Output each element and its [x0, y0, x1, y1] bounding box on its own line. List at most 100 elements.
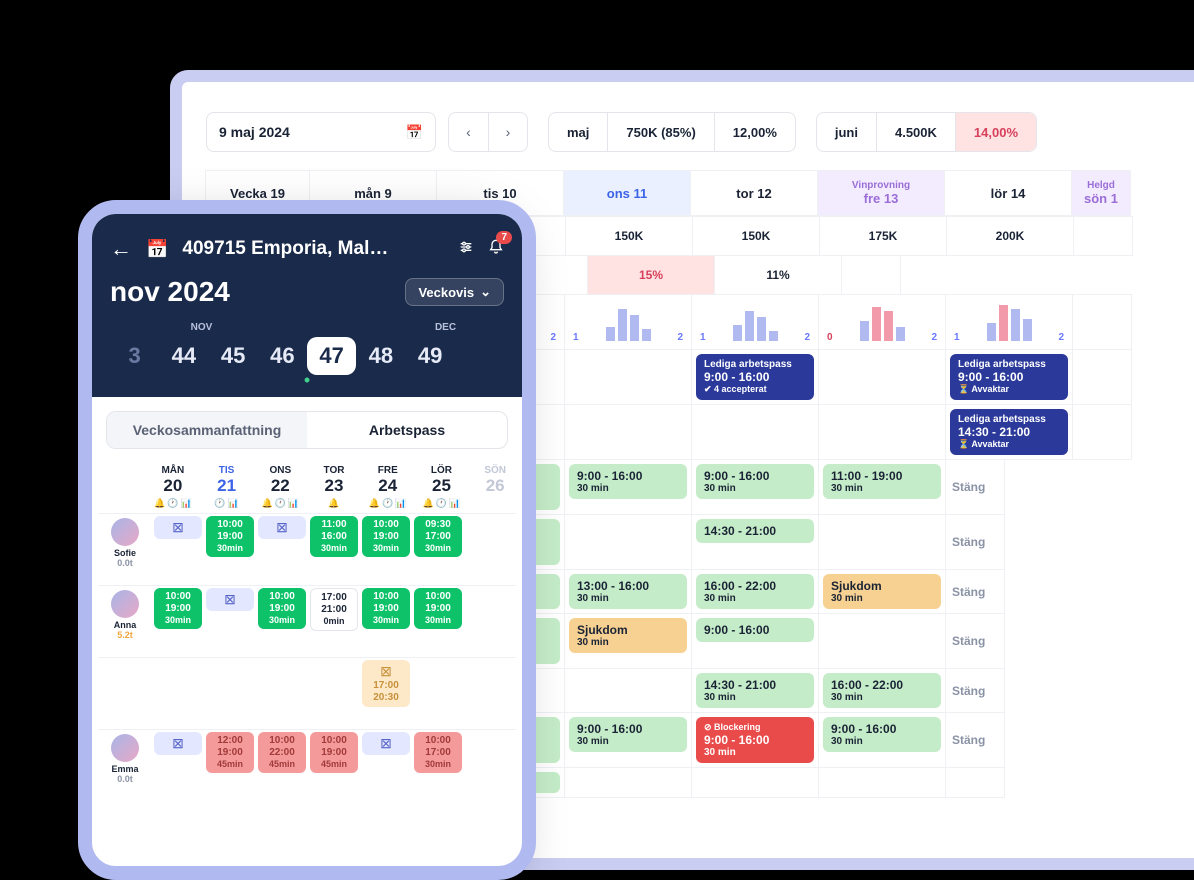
- day-cell[interactable]: [564, 668, 692, 713]
- day-cell[interactable]: 9:00 - 16:0030 min: [564, 459, 692, 515]
- phone-day-cell[interactable]: [464, 514, 516, 585]
- shift-card[interactable]: 13:00 - 16:0030 min: [569, 574, 687, 609]
- phone-day-cell[interactable]: 10:0019:0030min: [152, 586, 204, 657]
- day-cell[interactable]: Stäng: [945, 613, 1005, 669]
- notification-bell-icon[interactable]: 7: [488, 239, 504, 260]
- phone-day-cell[interactable]: ⊠: [360, 730, 412, 801]
- day-cell[interactable]: [818, 349, 946, 405]
- day-cell[interactable]: Sjukdom30 min: [564, 613, 692, 669]
- phone-shift[interactable]: 10:0019:0030min: [206, 516, 254, 557]
- week-number[interactable]: 46: [258, 337, 307, 375]
- day-cell[interactable]: 9:00 - 16:00: [691, 613, 819, 669]
- open-shift[interactable]: Lediga arbetspass9:00 - 16:00⏳ Avvaktar: [950, 354, 1068, 400]
- week-number[interactable]: [455, 337, 504, 375]
- phone-shift[interactable]: 11:0016:0030min: [310, 516, 358, 557]
- day-header[interactable]: SÖN26: [468, 465, 522, 509]
- day-cell[interactable]: [691, 404, 819, 460]
- week-header-cell[interactable]: lör 14: [944, 170, 1072, 216]
- shift-card[interactable]: 9:00 - 16:0030 min: [569, 464, 687, 499]
- day-cell[interactable]: [818, 404, 946, 460]
- day-cell[interactable]: [564, 349, 692, 405]
- day-cell[interactable]: [818, 514, 946, 570]
- phone-day-cell[interactable]: [412, 658, 464, 729]
- phone-day-cell[interactable]: 10:0019:0030min: [204, 514, 256, 585]
- shift-card[interactable]: 9:00 - 16:0030 min: [696, 464, 814, 499]
- tab-summary[interactable]: Veckosammanfattning: [107, 412, 307, 448]
- day-cell[interactable]: 9:00 - 16:0030 min: [691, 459, 819, 515]
- phone-day-cell[interactable]: [464, 730, 516, 801]
- person-header[interactable]: Sofie0.0t: [98, 514, 152, 585]
- phone-shift[interactable]: 10:0022:0045min: [258, 732, 306, 773]
- week-header-cell[interactable]: tor 12: [690, 170, 818, 216]
- prev-week-button[interactable]: ‹: [448, 112, 488, 152]
- phone-day-cell[interactable]: 17:0021:000min: [308, 586, 360, 657]
- day-header[interactable]: TOR23🔔: [307, 465, 361, 509]
- day-cell[interactable]: [818, 613, 946, 669]
- phone-day-cell[interactable]: [152, 658, 204, 729]
- phone-day-cell[interactable]: [204, 658, 256, 729]
- day-cell[interactable]: [564, 404, 692, 460]
- day-cell[interactable]: Lediga arbetspass9:00 - 16:00⏳ Avvaktar: [945, 349, 1073, 405]
- shift-card[interactable]: 11:00 - 19:0030 min: [823, 464, 941, 499]
- day-header[interactable]: FRE24🔔🕐📊: [361, 465, 415, 509]
- day-cell[interactable]: Stäng: [945, 459, 1005, 515]
- day-cell[interactable]: 13:00 - 16:0030 min: [564, 569, 692, 614]
- phone-shift[interactable]: ⊠: [154, 516, 202, 539]
- day-cell[interactable]: [1072, 349, 1132, 405]
- week-header-cell[interactable]: Vinprovningfre 13: [817, 170, 945, 216]
- phone-shift[interactable]: ⊠: [258, 516, 306, 539]
- phone-day-cell[interactable]: 10:0019:0030min: [412, 586, 464, 657]
- phone-shift[interactable]: ⊠: [362, 732, 410, 755]
- day-cell[interactable]: [564, 767, 692, 798]
- day-header[interactable]: LÖR25🔔🕐📊: [415, 465, 469, 509]
- shift-card[interactable]: 9:00 - 16:0030 min: [569, 717, 687, 752]
- day-cell[interactable]: 14:30 - 21:00: [691, 514, 819, 570]
- view-select[interactable]: Veckovis ⌄: [405, 278, 504, 306]
- phone-shift[interactable]: 10:0019:0030min: [154, 588, 202, 629]
- shift-card[interactable]: 9:00 - 16:00: [696, 618, 814, 642]
- week-header-cell[interactable]: ons 11: [563, 170, 691, 216]
- phone-day-cell[interactable]: 10:0019:0030min: [256, 586, 308, 657]
- week-number[interactable]: 48: [356, 337, 405, 375]
- open-shift[interactable]: Lediga arbetspass14:30 - 21:00⏳ Avvaktar: [950, 409, 1068, 455]
- day-cell[interactable]: 11:00 - 19:0030 min: [818, 459, 946, 515]
- shift-card[interactable]: Sjukdom30 min: [823, 574, 941, 609]
- phone-day-cell[interactable]: ⊠: [152, 514, 204, 585]
- day-cell[interactable]: Lediga arbetspass9:00 - 16:00✔ 4 accepte…: [691, 349, 819, 405]
- phone-day-cell[interactable]: [464, 586, 516, 657]
- day-cell[interactable]: [564, 514, 692, 570]
- week-number[interactable]: 49: [406, 337, 455, 375]
- phone-shift[interactable]: ⊠: [206, 588, 254, 611]
- shift-card[interactable]: 9:00 - 16:0030 min: [823, 717, 941, 752]
- phone-day-cell[interactable]: ⊠: [204, 586, 256, 657]
- phone-shift[interactable]: 10:0019:0030min: [414, 588, 462, 629]
- person-header[interactable]: [98, 658, 152, 729]
- phone-shift[interactable]: 12:0019:0045min: [206, 732, 254, 773]
- phone-day-cell[interactable]: 09:3017:0030min: [412, 514, 464, 585]
- week-number[interactable]: 45: [209, 337, 258, 375]
- shift-card[interactable]: 14:30 - 21:0030 min: [696, 673, 814, 708]
- day-cell[interactable]: [818, 767, 946, 798]
- phone-day-cell[interactable]: [464, 658, 516, 729]
- phone-day-cell[interactable]: [308, 658, 360, 729]
- shift-card[interactable]: 16:00 - 22:0030 min: [696, 574, 814, 609]
- phone-shift[interactable]: ⊠: [154, 732, 202, 755]
- phone-shift[interactable]: 10:0017:0030min: [414, 732, 462, 773]
- next-week-button[interactable]: ›: [488, 112, 528, 152]
- day-cell[interactable]: 9:00 - 16:0030 min: [564, 712, 692, 768]
- filter-icon[interactable]: [458, 239, 474, 260]
- day-header[interactable]: MÅN20🔔🕐📊: [146, 465, 200, 509]
- day-cell[interactable]: 16:00 - 22:0030 min: [818, 668, 946, 713]
- tab-shifts[interactable]: Arbetspass: [307, 412, 507, 448]
- day-cell[interactable]: Stäng: [945, 569, 1005, 614]
- day-header[interactable]: ONS22🔔🕐📊: [253, 465, 307, 509]
- day-cell[interactable]: 9:00 - 16:0030 min: [818, 712, 946, 768]
- phone-shift[interactable]: 09:3017:0030min: [414, 516, 462, 557]
- phone-day-cell[interactable]: [256, 658, 308, 729]
- day-header[interactable]: TIS21🕐📊: [200, 465, 254, 509]
- open-shift[interactable]: Lediga arbetspass9:00 - 16:00✔ 4 accepte…: [696, 354, 814, 400]
- phone-day-cell[interactable]: 10:0017:0030min: [412, 730, 464, 801]
- day-cell[interactable]: 16:00 - 22:0030 min: [691, 569, 819, 614]
- phone-shift[interactable]: 10:0019:0030min: [258, 588, 306, 629]
- day-cell[interactable]: Stäng: [945, 514, 1005, 570]
